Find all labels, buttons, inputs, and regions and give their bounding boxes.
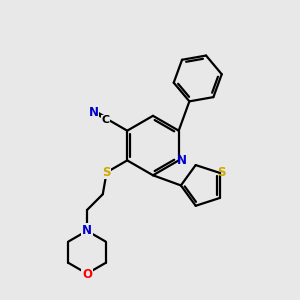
Text: C: C bbox=[101, 115, 110, 124]
Text: N: N bbox=[82, 224, 92, 237]
Text: S: S bbox=[217, 167, 225, 179]
Text: N: N bbox=[89, 106, 99, 119]
Text: S: S bbox=[102, 166, 111, 179]
Text: N: N bbox=[177, 154, 187, 167]
Text: O: O bbox=[82, 268, 92, 281]
